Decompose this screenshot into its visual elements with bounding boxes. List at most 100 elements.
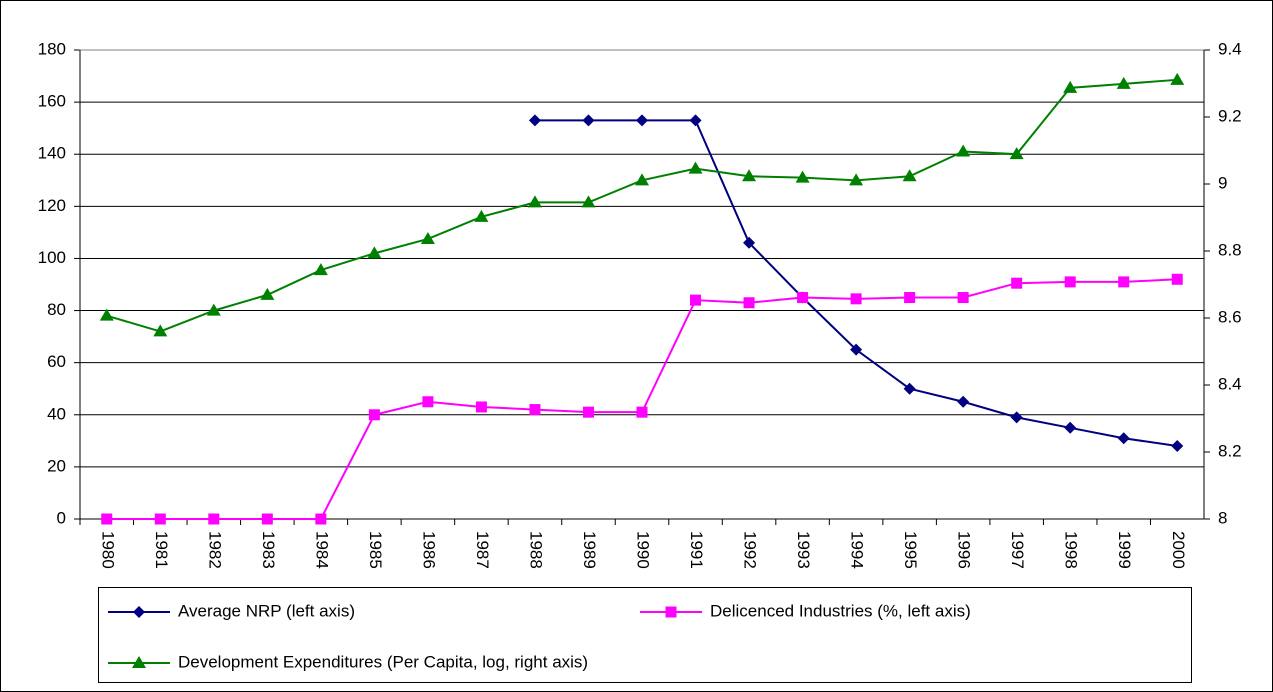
- data-point: [581, 195, 596, 208]
- x-tick-label: 1988: [526, 531, 545, 569]
- data-point: [1171, 440, 1184, 453]
- legend-marker: [132, 656, 146, 668]
- y-tick-label: 20: [47, 456, 66, 475]
- data-point: [313, 263, 328, 276]
- data-point: [420, 231, 435, 244]
- x-tick-label: 1982: [205, 531, 224, 569]
- legend-label: Delicenced Industries (%, left axis): [710, 601, 971, 620]
- data-point: [743, 297, 755, 309]
- data-point: [367, 246, 382, 259]
- x-tick-label: 1994: [848, 531, 867, 569]
- data-point: [689, 114, 702, 127]
- data-point: [1064, 276, 1076, 288]
- data-point: [636, 406, 648, 418]
- data-point: [1116, 76, 1131, 89]
- data-point: [850, 293, 862, 305]
- data-point: [101, 513, 113, 525]
- y2-tick-label: 8.8: [1218, 240, 1242, 259]
- data-point: [1011, 277, 1023, 289]
- data-point: [957, 395, 970, 408]
- data-point: [153, 324, 168, 337]
- data-point: [903, 382, 916, 395]
- data-point: [422, 396, 434, 408]
- x-tick-label: 1983: [259, 531, 278, 569]
- data-point: [1171, 273, 1183, 285]
- data-point: [1064, 421, 1077, 434]
- y2-tick-label: 9.2: [1218, 106, 1242, 125]
- data-point: [154, 513, 166, 525]
- data-point: [528, 114, 541, 127]
- x-tick-label: 1995: [901, 531, 920, 569]
- data-point: [957, 292, 969, 304]
- y2-tick-label: 8.2: [1218, 441, 1242, 460]
- y2-tick-label: 9: [1218, 173, 1227, 192]
- data-point: [1118, 276, 1130, 288]
- y-tick-label: 60: [47, 352, 66, 371]
- data-point: [261, 513, 273, 525]
- data-point: [260, 287, 275, 300]
- data-point: [902, 169, 917, 182]
- data-point: [1117, 432, 1130, 445]
- y-tick-label: 40: [47, 404, 66, 423]
- data-point: [743, 236, 756, 249]
- y-tick-label: 0: [57, 508, 66, 527]
- y2-tick-label: 9.4: [1218, 39, 1242, 58]
- legend-label: Development Expenditures (Per Capita, lo…: [178, 652, 588, 671]
- x-tick-label: 1980: [98, 531, 117, 569]
- legend-box: [98, 587, 1192, 683]
- x-tick-label: 1986: [419, 531, 438, 569]
- data-point: [582, 406, 594, 418]
- x-tick-label: 1999: [1115, 531, 1134, 569]
- data-point: [956, 144, 971, 157]
- legend-label: Average NRP (left axis): [178, 601, 355, 620]
- data-point: [582, 114, 595, 127]
- y2-tick-label: 8.6: [1218, 307, 1242, 326]
- data-point: [795, 170, 810, 183]
- data-point: [690, 294, 702, 306]
- data-point: [474, 209, 489, 222]
- data-point: [688, 161, 703, 174]
- data-point: [1010, 411, 1023, 424]
- y-tick-label: 120: [38, 196, 66, 215]
- x-tick-label: 1989: [580, 531, 599, 569]
- data-point: [742, 169, 757, 182]
- data-point: [636, 114, 648, 127]
- data-point: [849, 173, 864, 186]
- y-tick-label: 160: [38, 92, 66, 111]
- x-tick-label: 1993: [794, 531, 813, 569]
- data-point: [797, 292, 809, 304]
- data-point: [635, 173, 649, 186]
- legend-marker: [133, 606, 145, 618]
- y2-tick-label: 8.4: [1218, 374, 1242, 393]
- x-tick-label: 1984: [312, 531, 331, 569]
- x-tick-label: 1990: [634, 531, 653, 569]
- data-point: [1170, 72, 1185, 85]
- data-point: [850, 343, 863, 356]
- data-point: [529, 404, 541, 416]
- x-tick-label: 1997: [1008, 531, 1027, 569]
- y-tick-label: 180: [38, 39, 66, 58]
- legend-marker: [665, 606, 677, 618]
- data-point: [1009, 147, 1024, 160]
- data-point: [206, 303, 221, 316]
- x-tick-label: 1987: [473, 531, 492, 569]
- x-tick-label: 1985: [366, 531, 385, 569]
- x-tick-label: 1998: [1062, 531, 1081, 569]
- data-point: [208, 513, 220, 525]
- data-point: [315, 513, 327, 525]
- y2-tick-label: 8: [1218, 508, 1227, 527]
- y-tick-label: 100: [38, 248, 66, 267]
- x-tick-label: 1996: [955, 531, 974, 569]
- data-point: [475, 401, 487, 413]
- data-point: [99, 308, 114, 321]
- data-point: [904, 292, 916, 304]
- x-tick-label: 1981: [152, 531, 171, 569]
- data-point: [527, 195, 542, 208]
- y-tick-label: 80: [47, 300, 66, 319]
- x-tick-label: 1991: [687, 531, 706, 569]
- x-tick-label: 2000: [1169, 531, 1188, 569]
- y-tick-label: 140: [38, 144, 66, 163]
- data-point: [368, 409, 380, 421]
